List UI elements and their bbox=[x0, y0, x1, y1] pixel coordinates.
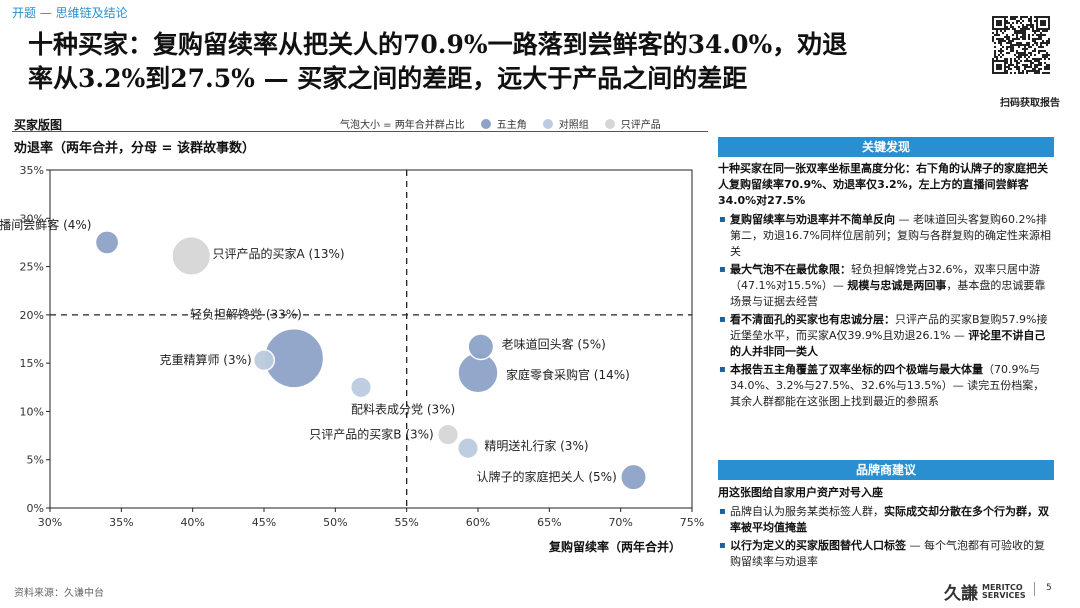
finding-bold: 评论里不讲自己的人并非同一类人 bbox=[730, 329, 1046, 358]
x-tick-label: 70% bbox=[608, 516, 632, 529]
bubble-label: 轻负担解馋党 (33%) bbox=[190, 307, 302, 322]
x-tick-label: 40% bbox=[180, 516, 204, 529]
advice-item: 以行为定义的买家版图替代人口标签 — 每个气泡都有可验收的复购留续率与劝退率 bbox=[719, 538, 1054, 570]
bubble-label: 克重精算师 (3%) bbox=[159, 352, 251, 367]
legend-swatch-main bbox=[480, 118, 491, 129]
finding-bold: 最大气泡不在最优象限： bbox=[730, 263, 851, 276]
findings-body: 十种买家在同一张双率坐标里高度分化：右下角的认牌子的家庭把关人复购留续率70.9… bbox=[718, 161, 1054, 412]
advice-header: 品牌商建议 bbox=[718, 460, 1054, 480]
bubble-label: 精明送礼行家 (3%) bbox=[484, 438, 588, 453]
bubble bbox=[94, 230, 120, 255]
y-axis-title: 劝退率（两年合并，分母 = 该群故事数） bbox=[14, 141, 255, 156]
advice-bold: 以行为定义的买家版图替代人口标签 bbox=[730, 539, 906, 552]
y-tick-label: 15% bbox=[20, 357, 44, 370]
advice-bold: 实际成交却分散在多个行为群，双率被平均值掩盖 bbox=[730, 505, 1049, 534]
section-divider bbox=[12, 131, 708, 132]
bubble bbox=[252, 349, 276, 372]
legend-label-product: 只评产品 bbox=[620, 120, 661, 131]
x-tick-label: 35% bbox=[109, 516, 133, 529]
finding-bold: 规模与忠诚是两回事 bbox=[847, 279, 947, 292]
bubble-label: 认牌子的家庭把关人 (5%) bbox=[477, 469, 617, 484]
chart-legend: 气泡大小 = 两年合并群占比 五主角 对照组 只评产品 bbox=[340, 116, 661, 131]
x-tick-label: 30% bbox=[38, 516, 62, 529]
advice-body: 用这张图给自家用户资产对号入座 品牌自认为服务某类标签人群，实际成交却分散在多个… bbox=[718, 485, 1054, 572]
bubble bbox=[467, 333, 495, 361]
bubble-label: 老味道回头客 (5%) bbox=[502, 337, 606, 352]
advice-item: 品牌自认为服务某类标签人群，实际成交却分散在多个行为群，双率被平均值掩盖 bbox=[719, 504, 1054, 536]
x-tick-label: 55% bbox=[394, 516, 418, 529]
bubble bbox=[436, 423, 460, 446]
bubble-label: 配料表成分党 (3%) bbox=[351, 402, 455, 417]
y-tick-label: 0% bbox=[27, 502, 44, 515]
bubble bbox=[456, 437, 480, 460]
bubble-label: 直播间尝鲜客 (4%) bbox=[0, 217, 91, 232]
legend-size-note: 气泡大小 = 两年合并群占比 bbox=[340, 120, 465, 131]
page-title-line-2: 率从3.2%到27.5% — 买家之间的差距，远大于产品之间的差距 bbox=[28, 64, 748, 93]
qr-code[interactable] bbox=[992, 8, 1050, 82]
bubble-label: 只评产品的买家A (13%) bbox=[213, 246, 345, 261]
findings-list: 复购留续率与劝退率并不简单反向 — 老味道回头客复购60.2%排第二，劝退16.… bbox=[718, 212, 1054, 410]
logo-text: MERITCO SERVICES bbox=[982, 582, 1026, 600]
source-note: 资料来源：久谦中台 bbox=[14, 588, 104, 599]
page-number: 5 bbox=[1046, 583, 1052, 593]
logo-line-1: MERITCO bbox=[982, 582, 1023, 592]
finding-text: — 老味道回头客复购60.2%排第二，劝退16.7%同样位居前列；复购与各群复购… bbox=[730, 213, 1051, 258]
breadcrumb: 开题 — 思维链及结论 bbox=[12, 6, 128, 20]
bubble bbox=[349, 376, 373, 399]
footer-divider bbox=[1034, 582, 1035, 596]
finding-text: ，基本盘的忠诚要靠场景与证据去经营 bbox=[730, 279, 1046, 308]
bubble-label: 只评产品的买家B (3%) bbox=[309, 427, 433, 442]
x-tick-label: 45% bbox=[252, 516, 276, 529]
bubble-label: 家庭零食采购官 (14%) bbox=[506, 367, 630, 382]
page-title-line-1: 十种买家：复购留续率从把关人的70.9%一路落到尝鲜客的34.0%，劝退 bbox=[28, 30, 848, 59]
advice-text: — 每个气泡都有可验收的复购留续率与劝退率 bbox=[730, 539, 1045, 568]
legend-swatch-control bbox=[542, 118, 553, 129]
logo-line-2: SERVICES bbox=[982, 590, 1026, 600]
finding-bold: 复购留续率与劝退率并不简单反向 bbox=[730, 213, 895, 226]
y-tick-label: 30% bbox=[20, 212, 44, 225]
finding-text: （70.9%与34.0%、3.2%与27.5%、32.6%与13.5%）— 读完… bbox=[730, 363, 1045, 408]
findings-header: 关键发现 bbox=[718, 137, 1054, 157]
company-logo: 久謙 MERITCO SERVICES bbox=[944, 579, 1026, 604]
bubble bbox=[620, 463, 647, 491]
finding-bold: 看不清面孔的买家也有忠诚分层： bbox=[730, 313, 895, 326]
x-tick-label: 75% bbox=[680, 516, 704, 529]
x-tick-label: 50% bbox=[323, 516, 347, 529]
x-tick-label: 65% bbox=[537, 516, 561, 529]
y-tick-label: 10% bbox=[20, 405, 44, 418]
y-tick-label: 25% bbox=[20, 261, 44, 274]
finding-text: 轻负担解馋党占32.6%，双率只居中游（47.1%对15.5%）— bbox=[730, 263, 1040, 292]
finding-text: 只评产品的买家B复购57.9%接近堡垒水平，而买家A仅39.9%且劝退26.1%… bbox=[730, 313, 1048, 342]
x-axis-title: 复购留续率（两年合并） bbox=[548, 539, 681, 554]
advice-lead: 用这张图给自家用户资产对号入座 bbox=[718, 486, 883, 499]
legend-swatch-product bbox=[604, 118, 615, 129]
finding-item: 看不清面孔的买家也有忠诚分层：只评产品的买家B复购57.9%接近堡垒水平，而买家… bbox=[719, 312, 1054, 360]
finding-item: 复购留续率与劝退率并不简单反向 — 老味道回头客复购60.2%排第二，劝退16.… bbox=[719, 212, 1054, 260]
x-tick-label: 60% bbox=[466, 516, 490, 529]
bubble-chart: 30% 35% 40% 45% 50% 55% 60% 65% 70% 75% 0% 5% 10% 15%… bbox=[0, 164, 704, 554]
plot-frame bbox=[49, 169, 693, 509]
qr-caption: 扫码获取报告 bbox=[1000, 98, 1060, 109]
advice-list: 品牌自认为服务某类标签人群，实际成交却分散在多个行为群，双率被平均值掩盖以行为定… bbox=[718, 504, 1054, 570]
findings-lead: 十种买家在同一张双率坐标里高度分化：右下角的认牌子的家庭把关人复购留续率70.9… bbox=[718, 162, 1048, 207]
finding-item: 最大气泡不在最优象限：轻负担解馋党占32.6%，双率只居中游（47.1%对15.… bbox=[719, 262, 1054, 310]
legend-label-control: 对照组 bbox=[558, 120, 589, 131]
y-tick-label: 35% bbox=[20, 164, 44, 177]
page-title: 十种买家：复购留续率从把关人的70.9%一路落到尝鲜客的34.0%，劝退 率从3… bbox=[28, 28, 978, 96]
legend-label-main: 五主角 bbox=[496, 120, 527, 131]
section-title: 买家版图 bbox=[14, 118, 63, 132]
advice-text: 品牌自认为服务某类标签人群， bbox=[730, 505, 884, 518]
finding-item: 本报告五主角覆盖了双率坐标的四个极端与最大体量（70.9%与34.0%、3.2%… bbox=[719, 362, 1054, 410]
bubble bbox=[171, 235, 212, 277]
logo-mark: 久謙 bbox=[944, 584, 978, 604]
finding-bold: 本报告五主角覆盖了双率坐标的四个极端与最大体量 bbox=[730, 363, 983, 376]
y-tick-label: 20% bbox=[20, 309, 44, 322]
y-tick-label: 5% bbox=[27, 454, 44, 467]
